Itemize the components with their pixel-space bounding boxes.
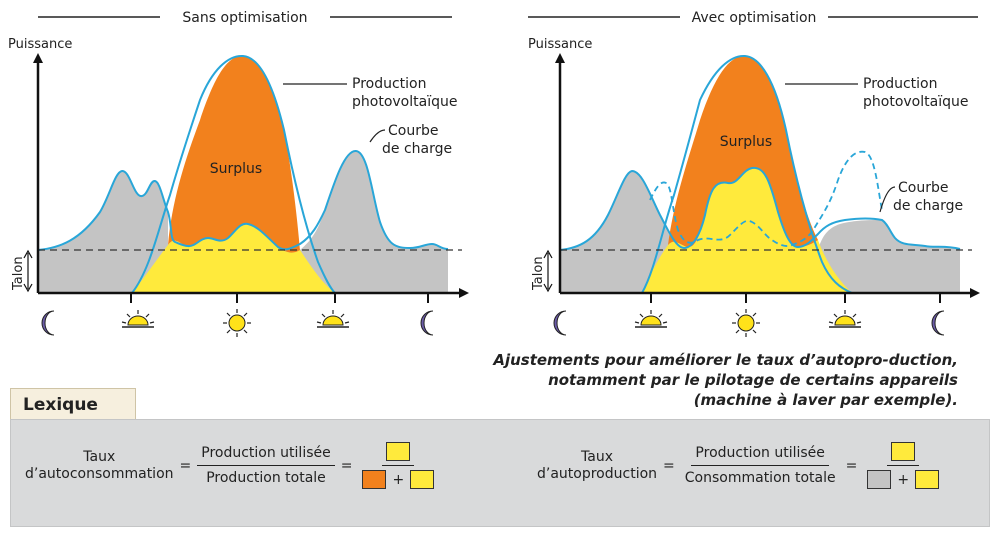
production-curve	[641, 54, 853, 294]
formula-autoconsommation: Taux d’autoconsommation = Production uti…	[25, 442, 438, 489]
sun-icon	[223, 309, 251, 337]
y-axis-label: Puissance	[8, 37, 72, 52]
surplus-label: Surplus	[210, 161, 262, 177]
text-fraction: Production utilisée Production totale	[197, 445, 335, 486]
color-fraction: +	[863, 442, 943, 489]
surplus-label: Surplus	[720, 134, 772, 150]
production-curve	[131, 54, 336, 294]
self-consumed-area	[132, 223, 335, 293]
surplus-area	[168, 55, 300, 253]
formula-name-line1: Taux	[83, 448, 116, 465]
load-label-line1: Courbe	[388, 123, 438, 139]
y-axis-label: Puissance	[528, 37, 592, 52]
text-fraction: Production utilisée Consommation totale	[681, 445, 840, 486]
fraction-numerator: Production utilisée	[197, 445, 335, 466]
color-fraction: +	[358, 442, 438, 489]
equals-sign: =	[663, 457, 675, 474]
sunrise-icon	[121, 310, 155, 328]
formula-name-line1: Taux	[581, 448, 613, 465]
grey-square-icon	[867, 470, 892, 489]
lexique-box: Taux d’autoconsommation = Production uti…	[10, 419, 990, 527]
fraction-numerator	[382, 442, 415, 466]
load-pointer	[879, 186, 896, 213]
load-pointer	[369, 129, 386, 143]
talon-bracket-top	[23, 249, 33, 259]
talon-bracket-top	[543, 249, 553, 259]
equals-sign: =	[340, 457, 353, 474]
load-label-line1: Courbe	[898, 180, 948, 196]
surplus-area	[668, 55, 818, 248]
fraction-denominator: +	[863, 466, 943, 489]
talon-bracket-bottom	[543, 283, 553, 293]
grid-consumption-area	[38, 150, 448, 293]
yellow-square-icon	[915, 470, 940, 489]
load-label-line2: de charge	[382, 141, 452, 157]
formula-autoproduction: Taux d’autoproduction = Production utili…	[537, 442, 943, 489]
formula-name-line2: d’autoproduction	[537, 465, 658, 482]
equals-sign: =	[179, 457, 192, 474]
plus-sign: +	[897, 471, 910, 488]
panel-header: Avec optimisation	[692, 10, 817, 26]
fraction-denominator: +	[358, 466, 438, 489]
plus-sign: +	[392, 471, 405, 488]
production-label-line1: Production	[352, 76, 426, 92]
load-curve	[37, 150, 449, 251]
talon-label: Talon	[11, 256, 26, 291]
sunset-icon	[828, 310, 862, 328]
left-panel: Sans optimisation Puissance Talon Surplu…	[8, 10, 469, 337]
fraction-denominator: Production totale	[206, 470, 326, 486]
yellow-square-icon	[386, 442, 411, 461]
moon-icon	[553, 310, 567, 336]
load-curve	[559, 166, 961, 251]
yellow-square-icon	[891, 442, 916, 461]
original-load-curve	[649, 150, 883, 247]
lexique-title: Lexique	[10, 388, 136, 420]
panel-header: Sans optimisation	[182, 10, 307, 26]
production-label-line2: photovoltaïque	[352, 94, 457, 110]
energy-diagram: Sans optimisation Puissance Talon Surplu…	[8, 10, 980, 337]
right-panel: Avec optimisation Puissance Talon Surplu…	[528, 10, 980, 337]
formula-name: Taux d’autoproduction	[537, 449, 657, 483]
fraction-numerator: Production utilisée	[691, 445, 829, 466]
talon-label: Talon	[531, 256, 546, 291]
production-label-line2: photovoltaïque	[863, 94, 968, 110]
load-label-line2: de charge	[893, 198, 963, 214]
self-consumed-area	[642, 167, 852, 293]
equals-sign: =	[845, 457, 858, 474]
yellow-square-icon	[410, 470, 435, 489]
sunset-icon	[316, 310, 350, 328]
orange-square-icon	[362, 470, 387, 489]
fraction-denominator: Consommation totale	[684, 470, 836, 486]
formula-name-line2: d’autoconsommation	[25, 465, 174, 482]
talon-bracket-bottom	[23, 283, 33, 293]
optimisation-caption: Ajustements pour améliorer le taux d’aut…	[493, 351, 958, 409]
sun-icon	[732, 309, 760, 337]
moon-icon	[41, 310, 55, 336]
sunrise-icon	[634, 310, 668, 328]
fraction-numerator	[887, 442, 920, 466]
moon-icon	[931, 310, 945, 336]
production-label-line1: Production	[863, 76, 937, 92]
formula-name: Taux d’autoconsommation	[25, 449, 174, 483]
moon-icon	[420, 310, 434, 336]
